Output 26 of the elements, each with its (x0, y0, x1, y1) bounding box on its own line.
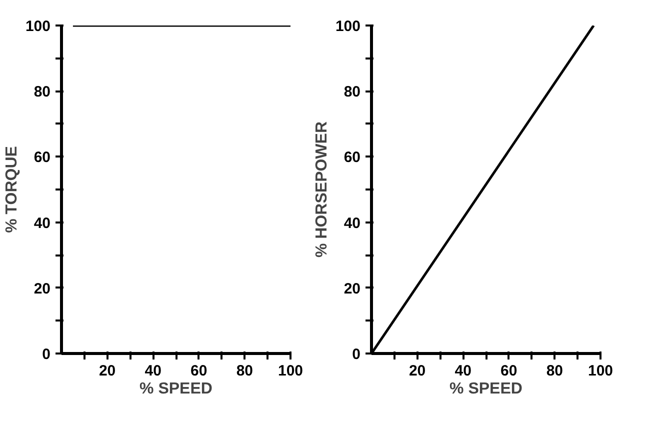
y-tick-label: 0 (42, 346, 50, 363)
x-tick-label: 40 (144, 362, 162, 380)
y-tick-label: 40 (34, 214, 51, 232)
y-tick-label: 60 (34, 149, 51, 166)
x-tick-label: 20 (98, 362, 116, 380)
y-tick-label: 20 (34, 280, 51, 298)
x-tick-label: 20 (408, 362, 426, 380)
x-axis-title: % SPEED (450, 380, 522, 398)
y-tick-label: 100 (335, 18, 361, 35)
x-tick-label: 60 (190, 362, 208, 380)
x-tick-label: 80 (546, 362, 564, 380)
y-tick-label: 20 (344, 280, 361, 298)
x-tick-label: 80 (236, 362, 254, 380)
x-tick-label: 60 (500, 362, 518, 380)
x-tick-label: 100 (278, 362, 304, 380)
y-tick-label: 80 (344, 84, 361, 101)
x-tick-label: 40 (454, 362, 472, 380)
y-tick-label: 40 (344, 214, 361, 232)
y-axis-title: % HORSEPOWER (313, 121, 330, 258)
y-axis-title: % TORQUE (3, 146, 20, 233)
x-tick-label: 100 (588, 362, 614, 380)
x-axis-title: % SPEED (140, 380, 212, 398)
y-tick-label: 80 (34, 84, 51, 101)
y-tick-label: 100 (25, 18, 51, 35)
y-tick-label: 60 (344, 149, 361, 166)
y-tick-label: 0 (352, 346, 360, 363)
